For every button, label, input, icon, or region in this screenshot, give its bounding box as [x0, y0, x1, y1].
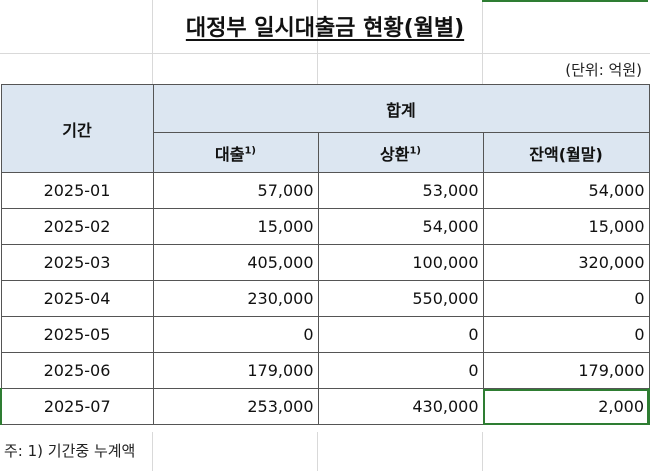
cell-repayment[interactable]: 100,000: [317, 244, 484, 281]
gridline: [482, 0, 483, 84]
cell-loan[interactable]: 57,000: [152, 172, 319, 209]
cell-period[interactable]: 2025-02: [0, 208, 154, 245]
data-table: 기간 합계 대출1) 상환1) 잔액(월말) 2025-01 57,000 53…: [0, 84, 650, 425]
cell-repayment[interactable]: 54,000: [317, 208, 484, 245]
cell-loan[interactable]: 15,000: [152, 208, 319, 245]
cell-loan[interactable]: 179,000: [152, 352, 319, 389]
cell-balance[interactable]: 179,000: [482, 352, 650, 389]
cell-loan[interactable]: 405,000: [152, 244, 319, 281]
gridline: [152, 432, 153, 471]
cell-balance[interactable]: 0: [482, 280, 650, 317]
table-row: 2025-02 15,000 54,000 15,000: [0, 208, 650, 245]
gridline: [152, 0, 153, 84]
cell-balance[interactable]: 15,000: [482, 208, 650, 245]
cell-repayment[interactable]: 550,000: [317, 280, 484, 317]
gridline: [317, 0, 318, 84]
selection-edge: [482, 0, 648, 2]
cell-balance-active[interactable]: 2,000: [482, 388, 650, 425]
gridline: [317, 432, 318, 471]
footnote[interactable]: 주: 1) 기간중 누계액: [4, 442, 136, 460]
cell-balance[interactable]: 0: [482, 316, 650, 353]
table-row: 2025-03 405,000 100,000 320,000: [0, 244, 650, 281]
cell-loan[interactable]: 230,000: [152, 280, 319, 317]
header-loan[interactable]: 대출1): [152, 132, 319, 173]
cell-repayment[interactable]: 430,000: [317, 388, 484, 425]
cell-loan[interactable]: 0: [152, 316, 319, 353]
gridline: [0, 53, 650, 54]
cell-balance[interactable]: 54,000: [482, 172, 650, 209]
cell-repayment[interactable]: 53,000: [317, 172, 484, 209]
gridline: [482, 432, 483, 471]
cell-period[interactable]: 2025-04: [0, 280, 154, 317]
table-row: 2025-04 230,000 550,000 0: [0, 280, 650, 317]
header-balance[interactable]: 잔액(월말): [482, 132, 650, 173]
cell-period[interactable]: 2025-07: [0, 388, 154, 425]
table-row: 2025-05 0 0 0: [0, 316, 650, 353]
cell-repayment[interactable]: 0: [317, 316, 484, 353]
cell-loan[interactable]: 253,000: [152, 388, 319, 425]
table-row-selected: 2025-07 253,000 430,000 2,000: [0, 388, 650, 425]
cell-balance[interactable]: 320,000: [482, 244, 650, 281]
header-repayment[interactable]: 상환1): [317, 132, 484, 173]
cell-period[interactable]: 2025-03: [0, 244, 154, 281]
cell-repayment[interactable]: 0: [317, 352, 484, 389]
cell-period[interactable]: 2025-05: [0, 316, 154, 353]
table-row: 2025-06 179,000 0 179,000: [0, 352, 650, 389]
cell-period[interactable]: 2025-01: [0, 172, 154, 209]
header-total-group[interactable]: 합계: [152, 84, 650, 133]
header-period[interactable]: 기간: [0, 84, 154, 173]
cell-period[interactable]: 2025-06: [0, 352, 154, 389]
unit-label[interactable]: (단위: 억원): [565, 61, 642, 79]
table-row: 2025-01 57,000 53,000 54,000: [0, 172, 650, 209]
sheet-title[interactable]: 대정부 일시대출금 현황(월별): [185, 16, 465, 41]
